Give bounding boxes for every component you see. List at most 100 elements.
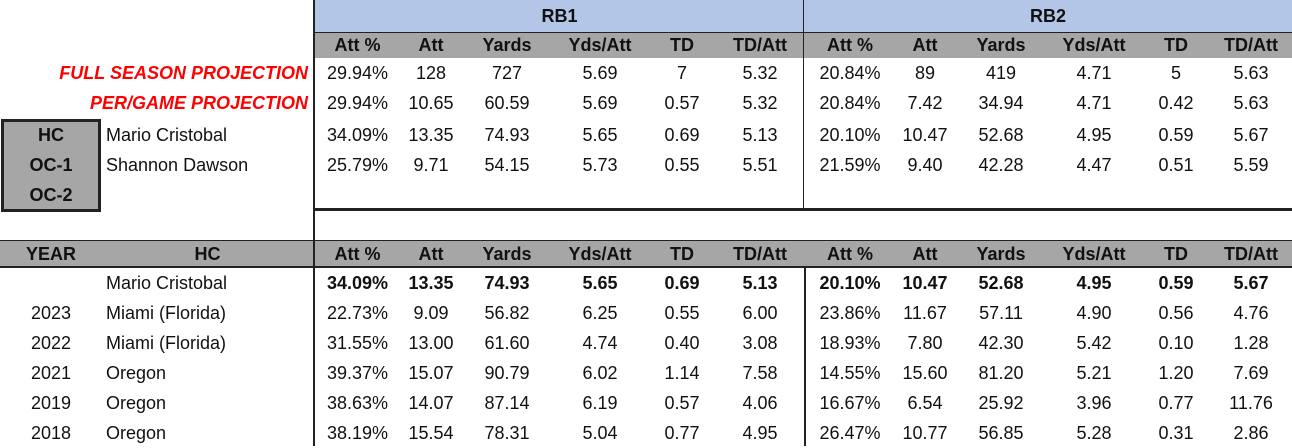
history-2019-rb2-att: 6.54 bbox=[907, 392, 943, 413]
pergame-rb2-yards: 34.94 bbox=[978, 92, 1024, 113]
history-year: 2019 bbox=[30, 392, 72, 413]
pergame-rb1-td-per-att: 5.32 bbox=[742, 92, 778, 113]
history-2023-rb1-yds-per-att: 6.25 bbox=[582, 302, 618, 323]
top-header-rb2-yards: Yards bbox=[976, 34, 1026, 55]
history-2019-rb1-att: 14.07 bbox=[408, 392, 454, 413]
history-2023-rb2-yds-per-att: 4.90 bbox=[1076, 302, 1112, 323]
history-2022-rb2-td: 0.10 bbox=[1158, 332, 1194, 353]
history-2023-rb1-att-pct: 22.73% bbox=[326, 302, 389, 323]
history-2022-rb2-yds-per-att: 5.42 bbox=[1076, 332, 1112, 353]
hc-rb1-td: 0.69 bbox=[664, 124, 700, 145]
history-2022-rb1-yds-per-att: 4.74 bbox=[582, 332, 618, 353]
top-header-rb1-td-per-att: TD/Att bbox=[733, 34, 787, 55]
pergame-rb1-att-pct: 29.94% bbox=[326, 92, 389, 113]
oc1-rb2-td: 0.51 bbox=[1158, 154, 1194, 175]
history-2022-rb1-yards: 61.60 bbox=[484, 332, 530, 353]
full-rb1-td-per-att: 5.32 bbox=[742, 62, 778, 83]
history-2018-rb1-yds-per-att: 5.04 bbox=[582, 422, 618, 443]
history-2022-rb2-td-per-att: 1.28 bbox=[1233, 332, 1269, 353]
hc-rb2-att-pct: 20.10% bbox=[819, 124, 881, 145]
top-header-rb1-att: Att bbox=[418, 34, 444, 55]
history-2022-rb1-att: 13.00 bbox=[408, 332, 454, 353]
hc-rb1-yds-per-att: 5.65 bbox=[582, 124, 618, 145]
top-header-rb1-att-pct: Att % bbox=[334, 34, 381, 55]
full-rb1-yds-per-att: 5.69 bbox=[582, 62, 618, 83]
history-header-rb1-td-per-att: TD/Att bbox=[733, 243, 787, 264]
pergame-rb1-yards: 60.59 bbox=[484, 92, 530, 113]
oc1-rb2-att-pct: 21.59% bbox=[819, 154, 881, 175]
pergame-rb2-td-per-att: 5.63 bbox=[1233, 92, 1269, 113]
top-header-rb1-yds-per-att: Yds/Att bbox=[568, 34, 632, 55]
role-hc: HC bbox=[38, 124, 64, 145]
role-oc1: OC-1 bbox=[29, 154, 73, 175]
top-header-rb2-yds-per-att: Yds/Att bbox=[1062, 34, 1126, 55]
oc1-rb1-yards: 54.15 bbox=[484, 154, 530, 175]
full-rb1-yards: 727 bbox=[491, 62, 523, 83]
history-2023-rb1-td-per-att: 6.00 bbox=[742, 302, 778, 323]
top-header-rb2-att-pct: Att % bbox=[827, 34, 873, 55]
full-rb1-att: 128 bbox=[415, 62, 447, 83]
hc-rb2-yards: 52.68 bbox=[978, 124, 1024, 145]
hc-rb2-att: 10.47 bbox=[902, 124, 948, 145]
full-rb2-att: 89 bbox=[914, 62, 936, 83]
history-2022-rb1-att-pct: 31.55% bbox=[326, 332, 389, 353]
hc-rb1-att-pct: 34.09% bbox=[326, 124, 389, 145]
pergame-rb1-yds-per-att: 5.69 bbox=[582, 92, 618, 113]
history-2023-rb1-yards: 56.82 bbox=[484, 302, 530, 323]
history-2021-rb1-att: 15.07 bbox=[408, 362, 454, 383]
summary-rb2-yds-per-att: 4.95 bbox=[1076, 272, 1112, 293]
rb1-group-header: RB1 bbox=[541, 5, 578, 26]
history-2021-rb2-att: 15.60 bbox=[902, 362, 948, 383]
history-2023-rb2-att: 11.67 bbox=[903, 302, 947, 323]
history-header-rb2-yards: Yards bbox=[976, 243, 1026, 264]
top-left-border bbox=[313, 0, 315, 240]
history-header-rb2-yds-per-att: Yds/Att bbox=[1062, 243, 1126, 264]
summary-rb2-att-pct: 20.10% bbox=[819, 272, 881, 293]
summary-rb2-td-per-att: 5.67 bbox=[1233, 272, 1269, 293]
oc1-rb2-yds-per-att: 4.47 bbox=[1076, 154, 1112, 175]
hc-header: HC bbox=[194, 243, 221, 264]
hc-rb1-td-per-att: 5.13 bbox=[742, 124, 778, 145]
history-2019-rb1-yds-per-att: 6.19 bbox=[582, 392, 618, 413]
history-left-border bbox=[313, 241, 315, 446]
history-year: 2018 bbox=[30, 422, 72, 443]
history-header-rb1-att: Att bbox=[418, 243, 444, 264]
full-rb2-td: 5 bbox=[1170, 62, 1181, 83]
history-header-rb2-td: TD bbox=[1164, 243, 1188, 264]
hc-rb2-td: 0.59 bbox=[1158, 124, 1194, 145]
history-2023-rb2-yards: 57.11 bbox=[979, 302, 1023, 323]
full-rb1-att-pct: 29.94% bbox=[326, 62, 389, 83]
coach-name-oc1: Shannon Dawson bbox=[106, 154, 249, 175]
history-team: Oregon bbox=[106, 392, 167, 413]
summary-rb1-yards: 74.93 bbox=[484, 272, 530, 293]
history-header-band bbox=[0, 241, 1292, 267]
oc1-rb2-att: 9.40 bbox=[907, 154, 943, 175]
top-header-rb1-yards: Yards bbox=[482, 34, 532, 55]
top-header-rb1-td: TD bbox=[670, 34, 694, 55]
history-2018-rb2-att-pct: 26.47% bbox=[819, 422, 881, 443]
history-header-rb1-td: TD bbox=[670, 243, 694, 264]
history-2018-rb1-att: 15.54 bbox=[408, 422, 454, 443]
history-2023-rb1-att: 9.09 bbox=[413, 302, 449, 323]
history-header-rb2-att: Att bbox=[912, 243, 938, 264]
history-team: Oregon bbox=[106, 422, 167, 443]
full-rb1-td: 7 bbox=[676, 62, 687, 83]
oc1-rb1-td-per-att: 5.51 bbox=[742, 154, 778, 175]
hc-rb1-yards: 74.93 bbox=[484, 124, 530, 145]
top-group-divider bbox=[315, 32, 1292, 33]
history-team: Miami (Florida) bbox=[106, 332, 227, 353]
history-2021-rb2-td: 1.20 bbox=[1158, 362, 1194, 383]
history-2021-rb1-yds-per-att: 6.02 bbox=[582, 362, 618, 383]
history-2018-rb2-att: 10.77 bbox=[902, 422, 948, 443]
history-2019-rb2-yds-per-att: 3.96 bbox=[1076, 392, 1112, 413]
history-2023-rb2-td: 0.56 bbox=[1158, 302, 1194, 323]
full-rb2-yds-per-att: 4.71 bbox=[1076, 62, 1112, 83]
history-2018-rb2-td-per-att: 2.86 bbox=[1233, 422, 1269, 443]
history-2018-rb2-td: 0.31 bbox=[1158, 422, 1194, 443]
full-rb2-att-pct: 20.84% bbox=[819, 62, 881, 83]
history-2023-rb2-att-pct: 23.86% bbox=[819, 302, 881, 323]
summary-rb2-yards: 52.68 bbox=[978, 272, 1024, 293]
history-header-rb2-att-pct: Att % bbox=[827, 243, 873, 264]
history-2022-rb1-td-per-att: 3.08 bbox=[742, 332, 778, 353]
top-header-rb2-att: Att bbox=[912, 34, 938, 55]
